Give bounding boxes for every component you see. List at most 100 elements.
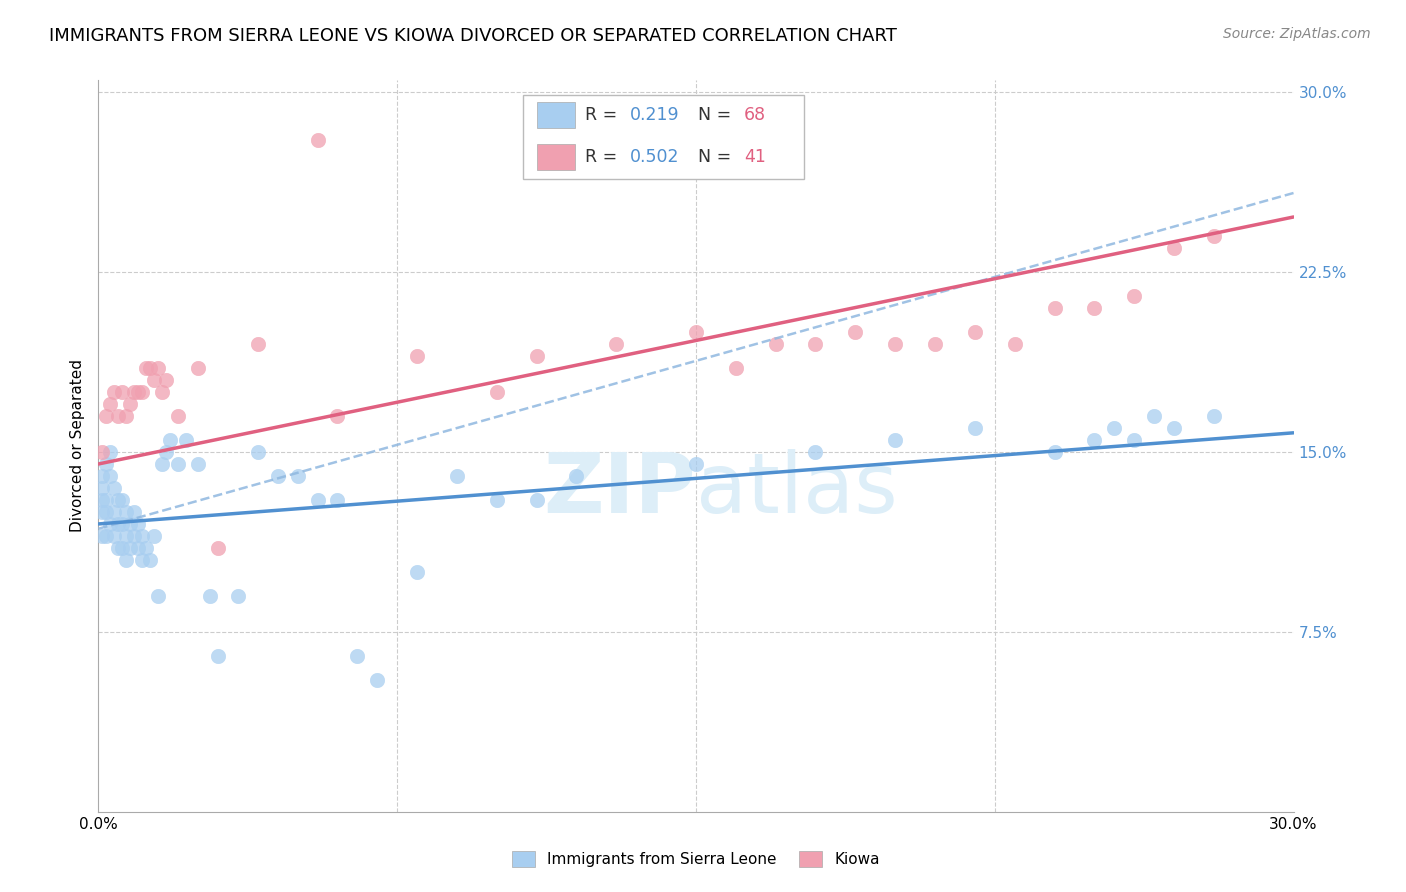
Point: [406, 349, 429, 363]
Point: [139, 361, 162, 376]
Text: N =: N =: [699, 106, 737, 124]
Point: [127, 516, 149, 531]
Point: [804, 445, 827, 459]
Point: [127, 541, 149, 555]
Point: [187, 361, 209, 376]
Text: N =: N =: [699, 148, 737, 166]
Point: [150, 457, 173, 471]
Point: [1104, 421, 1126, 435]
Point: [485, 385, 508, 400]
Point: [1123, 433, 1146, 447]
Point: [1143, 409, 1166, 423]
Point: [724, 361, 747, 376]
Point: [91, 492, 114, 507]
Text: Source: ZipAtlas.com: Source: ZipAtlas.com: [1223, 27, 1371, 41]
Text: IMMIGRANTS FROM SIERRA LEONE VS KIOWA DIVORCED OR SEPARATED CORRELATION CHART: IMMIGRANTS FROM SIERRA LEONE VS KIOWA DI…: [49, 27, 897, 45]
Point: [91, 481, 114, 495]
Point: [366, 673, 388, 687]
Point: [267, 469, 290, 483]
Point: [346, 648, 368, 663]
Text: 0.502: 0.502: [630, 148, 679, 166]
Point: [96, 529, 118, 543]
Point: [155, 445, 177, 459]
Point: [111, 516, 134, 531]
Point: [884, 433, 907, 447]
Point: [963, 325, 986, 339]
Point: [124, 385, 146, 400]
Point: [1083, 301, 1105, 315]
Point: [98, 397, 122, 411]
Point: [1004, 337, 1026, 351]
Point: [159, 433, 181, 447]
Point: [115, 529, 138, 543]
Point: [1163, 421, 1185, 435]
Point: [91, 445, 114, 459]
Point: [198, 589, 221, 603]
FancyBboxPatch shape: [523, 95, 804, 179]
Point: [963, 421, 986, 435]
Point: [1043, 445, 1066, 459]
Point: [148, 589, 170, 603]
Point: [91, 469, 114, 483]
Point: [103, 481, 125, 495]
Point: [526, 492, 548, 507]
Point: [98, 469, 122, 483]
Point: [91, 505, 114, 519]
Y-axis label: Divorced or Separated: Divorced or Separated: [70, 359, 86, 533]
Point: [167, 409, 190, 423]
Point: [91, 529, 114, 543]
Point: [1202, 229, 1225, 244]
Point: [115, 409, 138, 423]
Point: [804, 337, 827, 351]
Text: 68: 68: [744, 106, 766, 124]
Point: [1083, 433, 1105, 447]
Point: [924, 337, 946, 351]
Point: [174, 433, 197, 447]
Point: [207, 541, 229, 555]
Point: [135, 361, 157, 376]
Point: [605, 337, 627, 351]
Point: [98, 516, 122, 531]
Point: [307, 492, 329, 507]
Point: [96, 505, 118, 519]
Point: [246, 337, 269, 351]
Point: [287, 469, 309, 483]
Point: [565, 469, 588, 483]
Point: [844, 325, 866, 339]
Point: [131, 385, 153, 400]
Point: [96, 457, 118, 471]
Point: [207, 648, 229, 663]
Point: [115, 553, 138, 567]
Point: [765, 337, 787, 351]
Point: [135, 541, 157, 555]
Point: [246, 445, 269, 459]
Point: [96, 409, 118, 423]
Point: [155, 373, 177, 387]
Point: [107, 492, 129, 507]
Point: [103, 385, 125, 400]
Point: [167, 457, 190, 471]
Point: [187, 457, 209, 471]
Point: [124, 505, 146, 519]
Point: [150, 385, 173, 400]
Point: [446, 469, 468, 483]
Point: [226, 589, 249, 603]
Point: [107, 516, 129, 531]
Point: [307, 133, 329, 147]
Point: [406, 565, 429, 579]
Point: [103, 529, 125, 543]
Point: [120, 516, 142, 531]
Point: [139, 553, 162, 567]
Point: [1163, 241, 1185, 255]
Point: [111, 385, 134, 400]
Point: [685, 457, 707, 471]
Text: atlas: atlas: [696, 450, 897, 531]
Text: 41: 41: [744, 148, 766, 166]
Point: [120, 541, 142, 555]
Text: R =: R =: [585, 148, 623, 166]
Point: [115, 505, 138, 519]
Point: [131, 553, 153, 567]
Point: [326, 492, 349, 507]
Bar: [537, 144, 575, 170]
Text: 0.219: 0.219: [630, 106, 681, 124]
